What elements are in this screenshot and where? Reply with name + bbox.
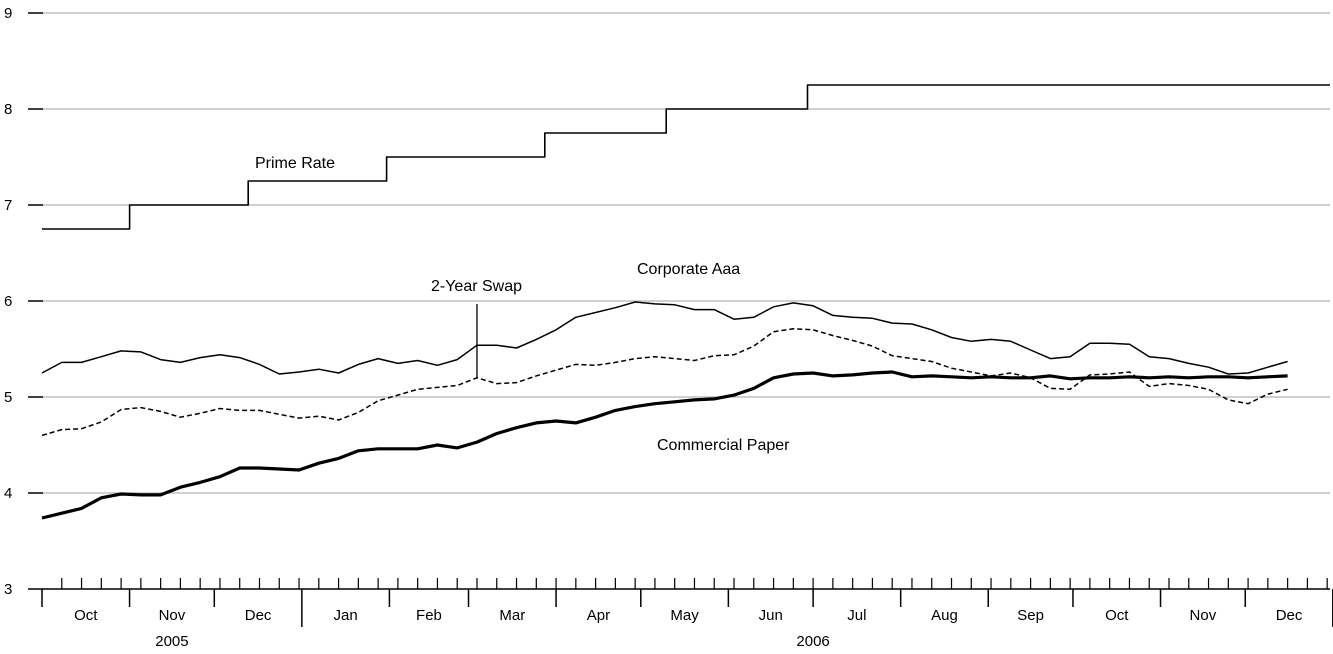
y-tick-label: 3 <box>4 581 12 598</box>
annotation-commercial-paper: Commercial Paper <box>657 437 790 454</box>
y-tick-label: 7 <box>4 197 12 214</box>
series-lines <box>41 84 1330 520</box>
month-label: May <box>670 607 699 624</box>
month-label: Oct <box>1105 607 1129 624</box>
month-label: Jun <box>759 607 783 624</box>
annotation-2-year-swap: 2-Year Swap <box>431 278 522 295</box>
series-line-corporate-aaa <box>41 301 1288 375</box>
month-label: Nov <box>159 607 186 624</box>
y-tick-label: 4 <box>4 485 12 502</box>
series-line-commercial-paper <box>41 370 1288 520</box>
y-tick-label: 9 <box>4 5 12 22</box>
month-label: Apr <box>587 607 610 624</box>
month-label: Nov <box>1190 607 1217 624</box>
y-tick-label: 5 <box>4 389 12 406</box>
annotation-corporate-aaa: Corporate Aaa <box>637 261 740 278</box>
month-label: Mar <box>499 607 525 624</box>
year-label: 2005 <box>155 633 188 650</box>
series-line-2-year-swap <box>41 328 1288 437</box>
month-label: Dec <box>245 607 272 624</box>
month-label: Dec <box>1276 607 1303 624</box>
series-line-prime-rate <box>42 84 1330 230</box>
y-axis: 3 4 5 6 7 8 9 <box>4 5 43 598</box>
month-label: Jul <box>847 607 866 624</box>
month-label: Aug <box>931 607 958 624</box>
month-label: Sep <box>1017 607 1044 624</box>
y-tick-label: 8 <box>4 101 12 118</box>
month-label: Feb <box>416 607 442 624</box>
month-label: Oct <box>74 607 98 624</box>
x-axis: Oct Nov Dec Jan Feb Mar Apr May Jun Jul Aug Sep Oct N… <box>41 578 1333 650</box>
annotation-prime-rate: Prime Rate <box>255 155 335 172</box>
y-tick-label: 6 <box>4 293 12 310</box>
month-label: Jan <box>334 607 358 624</box>
year-label: 2006 <box>796 633 829 650</box>
